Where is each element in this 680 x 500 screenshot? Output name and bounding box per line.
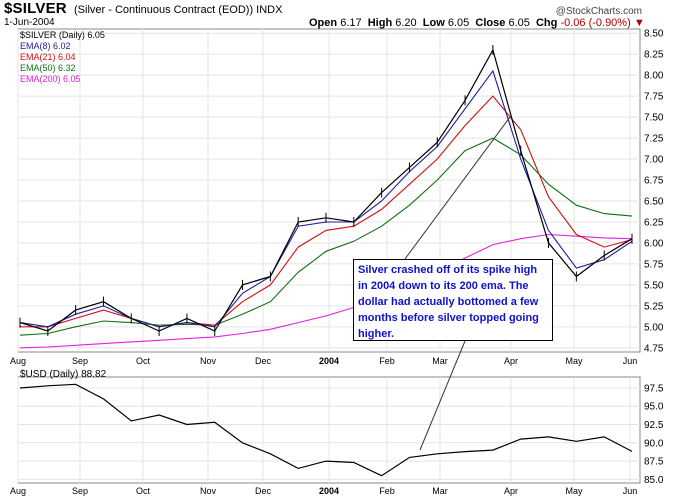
y-tick-label: 97.5 [644,383,664,394]
series-line-usd [19,383,633,477]
y-tick-label: 8.50 [644,29,664,40]
x-tick-label: 2004 [319,486,339,496]
x-tick-label: Dec [255,356,272,366]
y-tick-label: 87.5 [644,457,664,468]
chart-date: 1-Jun-2004 [4,17,55,28]
x-tick-label: Nov [200,486,217,496]
x-tick-label: 2004 [319,356,339,366]
x-tick-label: Aug [10,486,26,496]
pointer-line-usd [419,340,466,451]
open-label: Open [309,17,338,29]
low-value: 6.05 [447,17,470,29]
y-tick-label: 7.00 [644,155,664,166]
exchange-text: INDX [256,4,283,16]
x-tick-label: Feb [379,486,395,496]
y-tick-label: 4.75 [644,343,664,354]
y-tick-label: 7.50 [644,113,664,124]
x-tick-label: Oct [136,486,151,496]
y-tick-label: 7.25 [644,134,664,145]
y-tick-label: 92.5 [644,420,664,431]
open-value: 6.17 [340,17,362,29]
y-tick-label: 5.00 [644,322,664,333]
usd-legend: $USD (Daily) 88.82 [20,369,107,380]
x-tick-label: Mar [432,356,448,366]
x-tick-label: May [565,486,583,496]
high-label: High [367,17,393,29]
x-tick-label: Sep [72,356,88,366]
series-line-ema21 [20,95,633,328]
close-value: 6.05 [508,17,530,29]
legend-item-ema200: EMA(200) 6.05 [20,74,81,84]
pointer-line-silver [404,116,511,260]
y-tick-label: 5.75 [644,259,664,270]
y-tick-label: 8.25 [644,50,664,61]
close-label: Close [475,17,506,29]
y-tick-label: 95.0 [644,402,664,413]
chart-symbol: $SILVER [4,0,67,17]
low-label: Low [422,17,445,29]
x-tick-label: Oct [136,356,151,366]
y-tick-label: 6.75 [644,176,664,187]
x-tick-label: Aug [10,356,26,366]
y-tick-label: 7.75 [644,92,664,103]
x-tick-label: Nov [200,356,217,366]
x-tick-label: Mar [432,486,448,496]
y-tick-label: 90.0 [644,438,664,449]
change-label: Chg [535,17,558,29]
series-line-ema200 [19,233,633,349]
y-tick-label: 5.25 [644,301,664,312]
y-tick-label: 85.0 [644,475,664,486]
x-tick-label: Dec [255,486,272,496]
x-tick-label: May [565,356,583,366]
down-arrow-icon: ▼ [633,17,645,29]
annotation-box: Silver crashed off of its spike high in … [353,259,553,341]
y-tick-label: 6.00 [644,238,664,249]
x-tick-label: Sep [72,486,88,496]
chart-description: (Silver - Continuous Contract (EOD)) IND… [74,4,282,16]
high-value: 6.20 [395,17,417,29]
y-tick-label: 6.25 [644,217,664,228]
x-tick-label: Feb [379,356,395,366]
ohlc-summary: Open 6.17 High 6.20 Low 6.05 Close 6.05 … [309,17,645,29]
change-value: -0.06 (-0.90%) [560,17,631,29]
y-tick-label: 6.50 [644,196,664,207]
x-tick-label: Apr [504,356,518,366]
brand-watermark: @StockCharts.com [555,6,642,17]
description-text: (Silver - Continuous Contract (EOD)) [74,4,254,16]
x-tick-label: Apr [504,486,518,496]
y-tick-label: 5.50 [644,280,664,291]
legend-item-ema50: EMA(50) 6.32 [20,63,76,73]
y-tick-label: 8.00 [644,71,664,82]
legend-item-ema21: EMA(21) 6.04 [20,52,76,62]
legend-item-ema8: EMA(8) 6.02 [20,41,71,51]
x-tick-label: Jun [623,356,638,366]
legend-item-silver: $SILVER (Daily) 6.05 [20,30,105,40]
series-line-ema50 [19,137,633,336]
silver-legend: $SILVER (Daily) 6.05 EMA(8) 6.02 EMA(21)… [20,30,105,85]
x-tick-label: Jun [623,486,638,496]
